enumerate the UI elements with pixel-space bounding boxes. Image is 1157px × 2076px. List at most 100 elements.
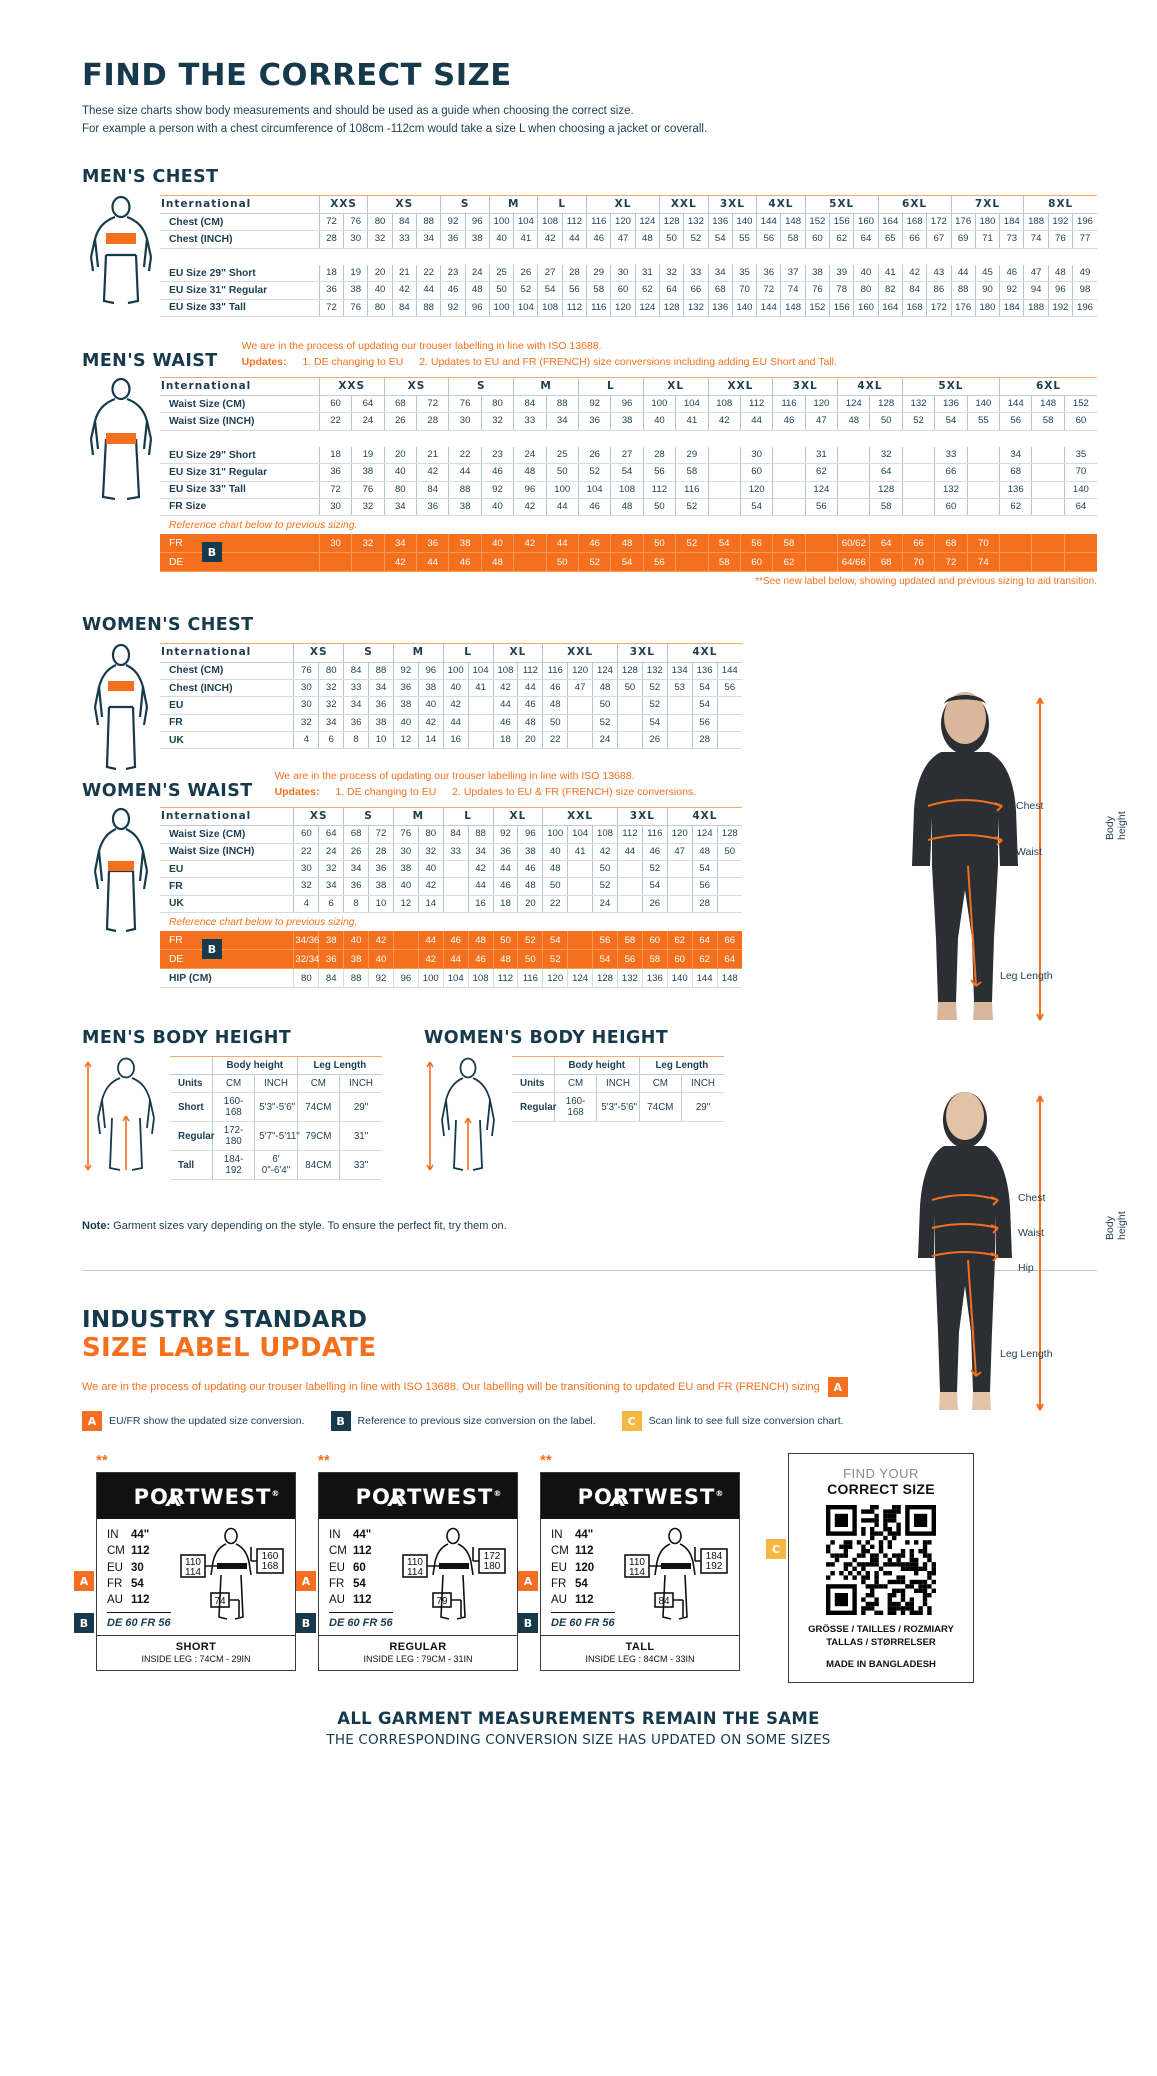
row-label: FR — [160, 877, 294, 896]
size-header-l: L — [537, 194, 587, 215]
sub-header: Units — [512, 1074, 555, 1093]
cell: 124 — [634, 213, 660, 232]
size-header-6xl: 6XL — [877, 194, 952, 215]
cell — [966, 481, 1000, 499]
cell: 160-168 — [553, 1092, 597, 1122]
womens-chest-section: WOMEN'S CHEST I — [0, 615, 1157, 771]
cell: 108 — [537, 299, 563, 318]
cell: 40 — [383, 463, 417, 482]
cell: 26 — [641, 895, 668, 914]
cell: 36 — [318, 281, 344, 300]
table-row: Short 160-168 5'3"-5'6" 74CM 29" — [170, 1092, 382, 1122]
cell: 46 — [542, 679, 568, 698]
cell: 60 — [1063, 412, 1097, 431]
cell: 52 — [517, 931, 543, 950]
spec-cm: CM 112 — [551, 1545, 594, 1558]
cell: 28 — [691, 731, 718, 750]
cell: 36 — [318, 949, 344, 969]
cell: 62 — [772, 552, 806, 573]
height-box-line1: 184 — [705, 1551, 722, 1562]
cell: 134 — [666, 662, 693, 681]
table-row: EU Size 31" Regular 36 38 40 42 44 46 48 50 52 54 5… — [160, 463, 1097, 482]
cell: 39 — [829, 265, 854, 283]
cell: 50 — [592, 860, 618, 879]
cell: 32 — [658, 265, 684, 283]
cell: 58 — [641, 949, 668, 969]
cell: 21 — [415, 447, 449, 465]
cell: 192 — [1047, 299, 1073, 318]
table-row: Tall 184-192 6' 0"-6'4" 84CM 33" — [170, 1150, 382, 1180]
size-header-5xl: 5XL — [901, 376, 1000, 397]
cell: 32/34 — [293, 949, 319, 969]
inside-leg-text: INSIDE LEG : 84CM - 33IN — [585, 1654, 695, 1665]
cell: 64 — [658, 281, 684, 300]
spacer-row — [160, 248, 1097, 265]
cell: 136 — [691, 662, 718, 681]
cell: 136 — [641, 968, 668, 988]
cell: 44 — [950, 265, 976, 283]
cell: 46 — [480, 463, 514, 482]
cell: 76 — [392, 825, 419, 844]
womens-waist-update-1: 1. DE changing to EU — [335, 786, 437, 799]
cell: 36 — [756, 265, 781, 283]
spec-au: AU 112 — [329, 1594, 372, 1607]
female-height-figure — [424, 1056, 512, 1179]
cell: 41 — [467, 679, 493, 698]
size-header-s: S — [448, 376, 514, 397]
cell: 23 — [440, 265, 466, 283]
table-row: Waist Size (INCH) 22 24 26 28 30 32 33 34 36 38 40 4… — [160, 412, 1097, 431]
spec-fr: FR 54 — [551, 1577, 588, 1590]
cell: 72 — [756, 281, 781, 300]
cell: 132 — [616, 968, 643, 988]
male-torso-figure — [82, 195, 160, 312]
cell: 24 — [351, 412, 385, 431]
mens-waist-title: MEN'S WAIST — [82, 350, 218, 371]
cell: 192 — [1047, 213, 1073, 232]
table-row: Regular 160-168 5'3"-5'6" 74CM 29" — [512, 1092, 724, 1122]
cell: 42 — [513, 534, 547, 554]
cell: 37 — [780, 265, 806, 283]
cell: 44 — [442, 714, 469, 733]
cell: 62 — [829, 230, 854, 249]
cell: 52 — [641, 860, 668, 879]
intro-line-2: For example a person with a chest circum… — [82, 122, 708, 135]
qr-code-icon[interactable] — [826, 1505, 936, 1615]
cell: 100 — [442, 662, 469, 681]
cell: 67 — [926, 230, 952, 249]
male-model-illustration — [880, 690, 1120, 1035]
cell: 108 — [592, 825, 618, 844]
cell: 33" — [339, 1150, 382, 1180]
cell: 52 — [675, 498, 709, 517]
cell: 112 — [561, 299, 587, 318]
cell: 50 — [658, 230, 684, 249]
cell: 42 — [442, 696, 469, 715]
cell: 54 — [691, 860, 718, 879]
cell: 56 — [716, 679, 742, 698]
cell — [318, 552, 352, 573]
row-label: EU Size 29" Short — [160, 265, 320, 283]
cell: 52 — [592, 714, 618, 733]
size-header-s: S — [343, 806, 394, 827]
cell: 34 — [545, 412, 579, 431]
cell: 42 — [901, 265, 927, 283]
badge-b-mens: B — [202, 542, 222, 563]
cell — [567, 931, 593, 950]
cell: 69 — [950, 230, 976, 249]
cell: 40 — [642, 412, 676, 431]
cell: 54 — [542, 931, 568, 950]
cell: 79CM — [296, 1121, 340, 1151]
row-label: International — [160, 643, 294, 663]
cell: 74 — [966, 552, 1000, 573]
cell: 33 — [934, 447, 968, 465]
cell: 38 — [464, 230, 490, 249]
spec-in: IN 44" — [329, 1529, 372, 1541]
row-label: FR — [160, 931, 294, 950]
cell: 40 — [480, 498, 514, 517]
cell: 124 — [691, 825, 718, 844]
cell: 116 — [586, 299, 611, 318]
cell: 160 — [853, 299, 879, 318]
inside-leg-text: INSIDE LEG : 79CM - 31IN — [363, 1654, 473, 1665]
cell: 46 — [586, 230, 611, 249]
cell: 56 — [691, 877, 718, 896]
cell — [707, 481, 741, 499]
